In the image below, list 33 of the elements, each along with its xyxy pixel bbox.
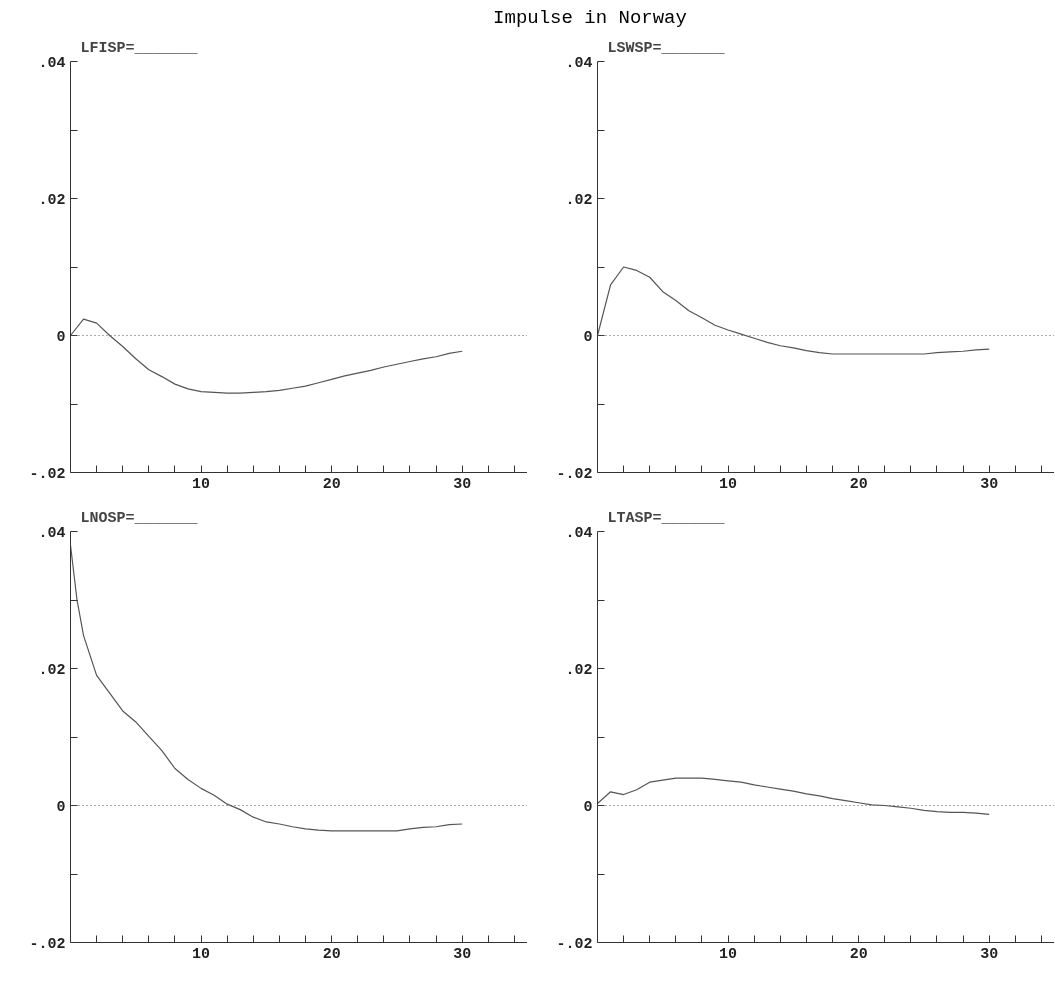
x-tick-label: 30: [980, 475, 999, 493]
y-tick-label: .04: [565, 54, 593, 72]
chart-title: LNOSP=_______: [80, 509, 199, 527]
chart-title: LSWSP=_______: [607, 39, 726, 57]
x-tick-label: 30: [453, 945, 472, 963]
y-tick-label: 0: [583, 798, 593, 816]
y-tick-label: .04: [38, 524, 66, 542]
y-tick-label: -.02: [556, 465, 593, 483]
y-tick-label: .02: [38, 191, 66, 209]
x-tick-label: 10: [719, 475, 738, 493]
y-tick-label: 0: [56, 328, 66, 346]
x-tick-label: 30: [453, 475, 472, 493]
y-tick-label: -.02: [29, 465, 66, 483]
x-tick-label: 20: [849, 475, 868, 493]
chart-title: LFISP=_______: [80, 39, 199, 57]
y-tick-label: .02: [38, 661, 66, 679]
x-tick-label: 30: [980, 945, 999, 963]
y-tick-label: .04: [565, 524, 593, 542]
x-tick-label: 10: [192, 475, 211, 493]
text: Impulse in Norway: [493, 6, 687, 31]
x-tick-label: 20: [322, 475, 341, 493]
chart-title: LTASP=_______: [607, 509, 726, 527]
x-tick-label: 20: [322, 945, 341, 963]
y-tick-label: -.02: [29, 935, 66, 953]
y-tick-label: .02: [565, 661, 593, 679]
y-tick-label: .02: [565, 191, 593, 209]
y-tick-label: 0: [56, 798, 66, 816]
y-tick-label: -.02: [556, 935, 593, 953]
x-tick-label: 10: [192, 945, 211, 963]
y-tick-label: .04: [38, 54, 66, 72]
x-tick-label: 20: [849, 945, 868, 963]
y-tick-label: 0: [583, 328, 593, 346]
x-tick-label: 10: [719, 945, 738, 963]
